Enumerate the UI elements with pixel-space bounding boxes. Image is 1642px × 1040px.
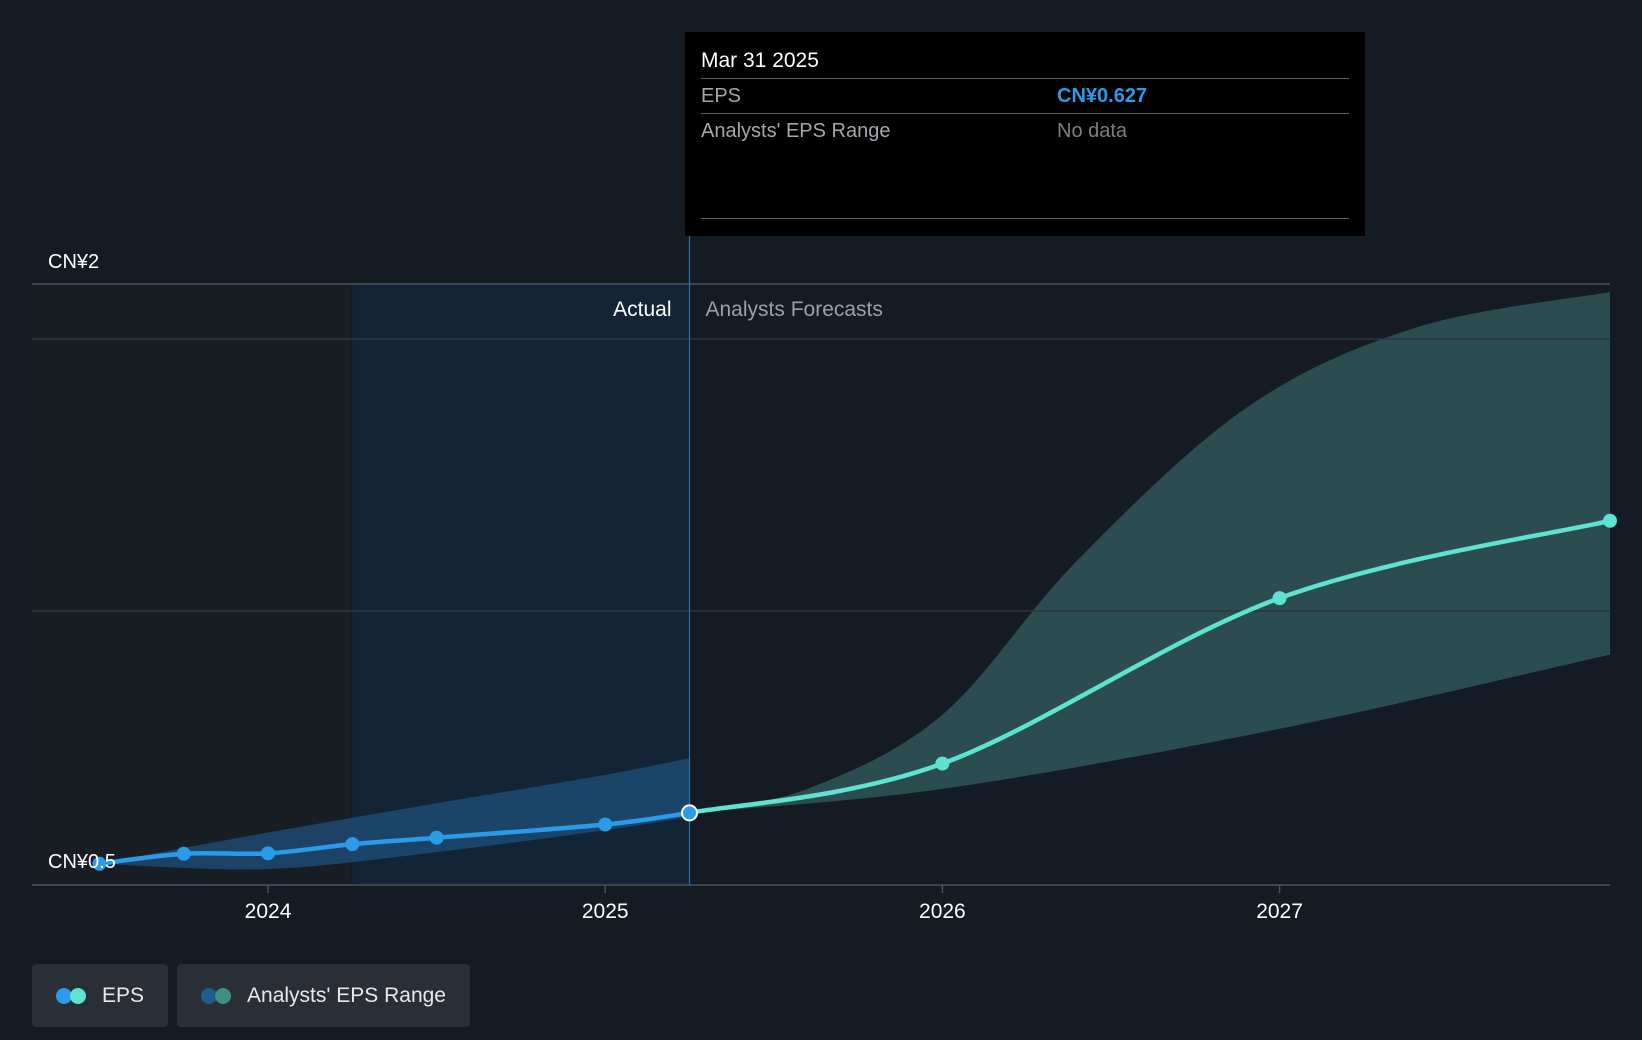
eps-legend-dot-actual: [56, 987, 72, 1004]
tooltip-eps-value: CN¥0.627: [1057, 84, 1148, 107]
eps-actual-point-5[interactable]: [598, 817, 613, 832]
eps-legend-icon: [56, 987, 86, 1004]
eps-actual-point-3[interactable]: [345, 837, 360, 852]
eps-forecast-point-1[interactable]: [1272, 591, 1287, 606]
y-label-bottom: CN¥0.5: [48, 851, 116, 873]
tooltip-range-value: No data: [1057, 119, 1128, 142]
eps-forecast-point-2[interactable]: [1603, 513, 1617, 528]
x-tick-label-3: 2027: [1256, 900, 1303, 923]
legend-eps-range[interactable]: Analysts' EPS Range: [177, 964, 470, 1027]
x-tick-label-2: 2026: [919, 900, 966, 923]
tooltip-range-row: Analysts' EPS Range No data: [701, 114, 1349, 148]
x-tick-label-1: 2025: [582, 900, 629, 923]
eps-forecast-line: [687, 518, 1613, 816]
legend-eps-range-label: Analysts' EPS Range: [247, 983, 446, 1007]
actual-range-band: [99, 757, 690, 870]
eps-highlight-point[interactable]: [681, 804, 698, 822]
eps-actual-point-1[interactable]: [176, 846, 191, 861]
y-label-top: CN¥2: [48, 251, 99, 273]
tooltip-divider: [701, 218, 1349, 219]
range-legend-dot-actual: [201, 987, 218, 1004]
legend-eps-label: EPS: [102, 983, 145, 1007]
forecast-label: Analysts Forecasts: [706, 298, 883, 321]
range-legend-dot-forecast: [215, 987, 232, 1004]
forecast-range-band: [689, 292, 1610, 813]
tooltip-eps-label: EPS: [701, 84, 742, 107]
tooltip: Mar 31 2025 EPS CN¥0.627 Analysts' EPS R…: [685, 32, 1365, 236]
eps-actual-point-2[interactable]: [261, 846, 276, 861]
legend: EPS Analysts' EPS Range: [32, 964, 470, 1027]
eps-actual-point-4[interactable]: [429, 830, 444, 845]
past-region-bg: [32, 284, 350, 885]
eps-range-legend-icon: [201, 987, 232, 1004]
tooltip-date: Mar 31 2025: [701, 32, 1349, 79]
tooltip-range-label: Analysts' EPS Range: [701, 119, 891, 142]
actual-label: Actual: [613, 298, 671, 321]
eps-actual-point-0[interactable]: [92, 856, 107, 871]
eps-legend-dot-forecast: [70, 987, 86, 1004]
eps-forecast-point-0[interactable]: [935, 756, 950, 771]
x-tick-label-0: 2024: [245, 900, 292, 923]
legend-eps[interactable]: EPS: [32, 964, 169, 1027]
tooltip-eps-row: EPS CN¥0.627: [701, 79, 1349, 114]
